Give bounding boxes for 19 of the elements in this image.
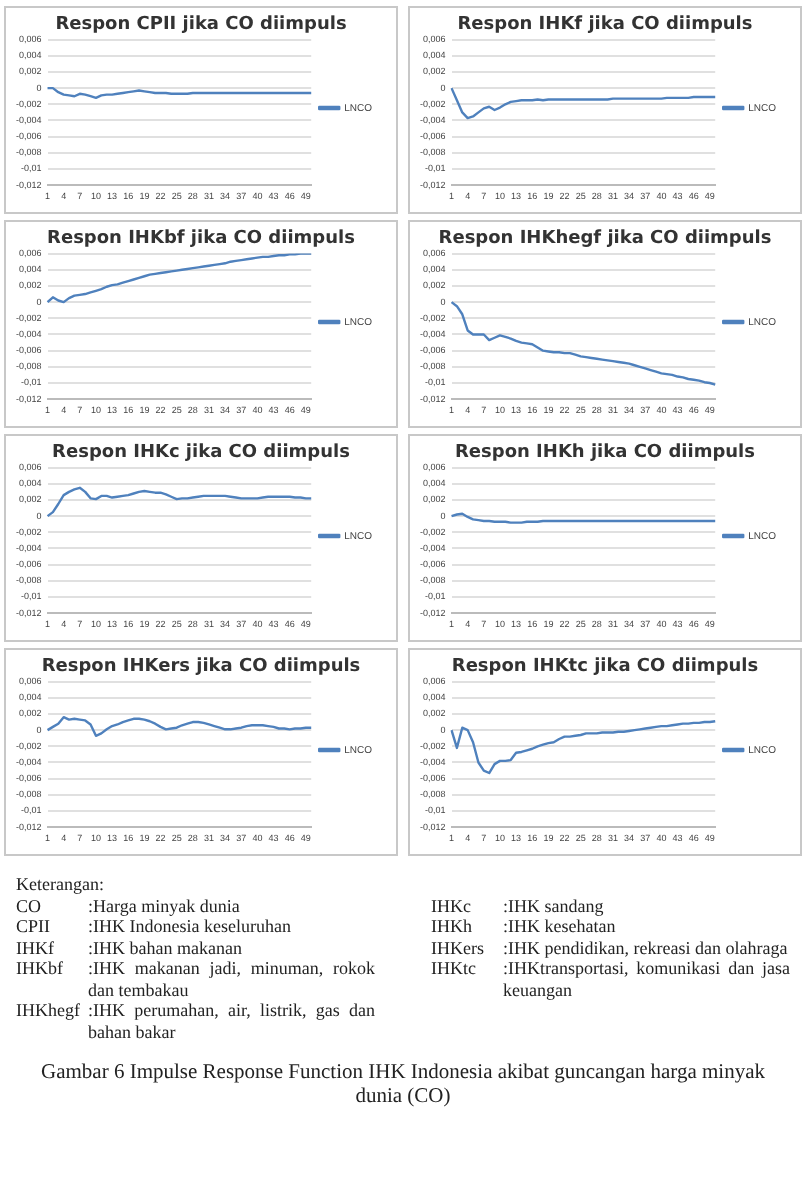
chart-title: Respon IHKh jika CO diimpuls: [455, 443, 755, 464]
chart-title: Respon IHKers jika CO diimpuls: [41, 657, 361, 678]
chart-title: Respon IHKhegf jika CO diimpuls: [438, 229, 772, 250]
text: IHKhegf :IHK perumahan, air, listrik, gas dan bahan bakar: [16, 1000, 375, 1042]
chart-title: Respon IHKf jika CO diimpuls: [457, 15, 753, 36]
text: IHKc :IHK sandang: [431, 895, 604, 915]
text: IHKbf :IHK makanan jadi, minuman, rokok dan tembakau: [16, 958, 375, 999]
text: IHKers :IHK pendidikan, rekreasi dan olahraga: [431, 937, 790, 958]
text: IHKf :IHK bahan makanan: [16, 937, 242, 957]
chart-title: Respon IHKbf jika CO diimpuls: [47, 229, 355, 250]
chart-title: Respon IHKc jika CO diimpuls: [52, 443, 350, 464]
text: IHKh :IHK kesehatan: [431, 916, 616, 936]
chart-title: Respon CPII jika CO diimpuls: [55, 15, 347, 36]
chart-title: Respon IHKtc jika CO diimpuls: [451, 657, 759, 678]
text: CO :Harga minyak dunia: [16, 895, 240, 915]
text: Keterangan:: [16, 874, 106, 895]
text: IHKtc :IHKtransportasi, komunikasi dan jasa keuangan: [431, 958, 790, 999]
text: CPII :IHK Indonesia keseluruhan: [16, 916, 291, 936]
text: Gambar 6 Impulse Response Function IHK Indonesia akibat guncangan harga minyak dunia (CO): [39, 1062, 767, 1110]
